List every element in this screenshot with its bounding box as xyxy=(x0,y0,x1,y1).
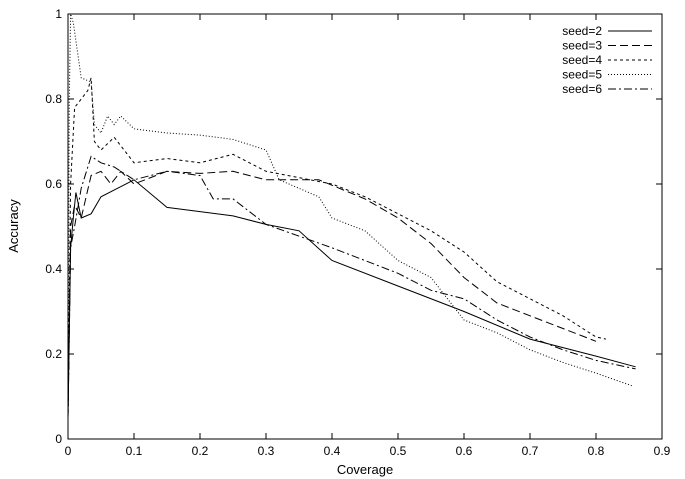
y-axis-label: Accuracy xyxy=(6,199,21,253)
axis-ticks: 0 0.1 0.2 0.3 0.4 0.5 0.6 0.7 0.8 0.9 0 0.2 0.4 0.6 0.… xyxy=(45,7,670,458)
legend-label: seed=2 xyxy=(562,24,602,38)
x-tick-label: 0 xyxy=(65,444,72,458)
y-tick-label: 0 xyxy=(55,432,62,446)
x-tick-label: 0.8 xyxy=(588,444,605,458)
x-tick-label: 0.1 xyxy=(126,444,143,458)
series-line-seed-5 xyxy=(67,13,633,418)
y-tick-label: 0.8 xyxy=(45,92,62,106)
x-tick-label: 0.4 xyxy=(324,444,341,458)
plot-frame xyxy=(67,13,663,440)
y-tick-label: 0.4 xyxy=(45,262,62,276)
legend-label: seed=6 xyxy=(562,82,602,96)
x-tick-label: 0.7 xyxy=(522,444,539,458)
x-tick-label: 0.5 xyxy=(390,444,407,458)
x-tick-label: 0.2 xyxy=(192,444,209,458)
legend-label: seed=4 xyxy=(562,53,602,67)
series-line-seed-2 xyxy=(67,179,636,418)
x-tick-label: 0.3 xyxy=(258,444,275,458)
y-tick-label: 0.6 xyxy=(45,177,62,191)
x-tick-label: 0.9 xyxy=(654,444,671,458)
legend-label: seed=5 xyxy=(562,68,602,82)
y-tick-label: 0.2 xyxy=(45,347,62,361)
y-tick-label: 1 xyxy=(55,7,62,21)
series-line-seed-3 xyxy=(67,170,597,418)
series-line-seed-6 xyxy=(67,155,636,418)
series-lines xyxy=(67,13,636,418)
x-tick-label: 0.6 xyxy=(456,444,473,458)
legend-label: seed=3 xyxy=(562,39,602,53)
x-axis-label: Coverage xyxy=(337,462,393,477)
series-line-seed-4 xyxy=(67,77,607,418)
